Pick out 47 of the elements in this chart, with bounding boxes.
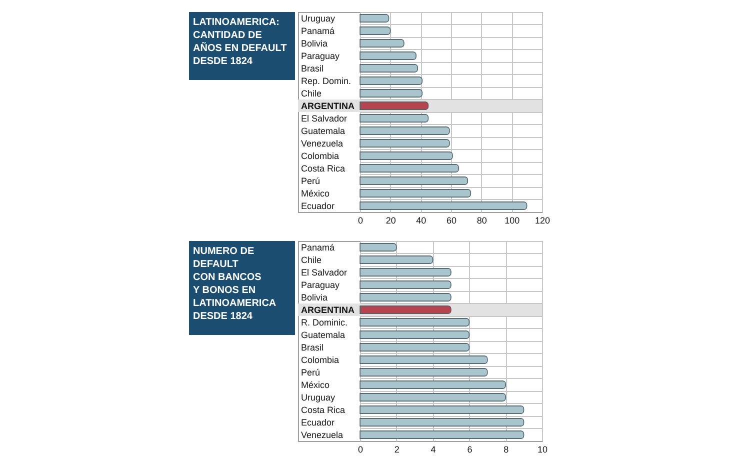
y-tick-label: ARGENTINA xyxy=(301,100,355,111)
x-tick-label: 0 xyxy=(358,216,364,226)
y-tick-label: Costa Rica xyxy=(301,404,346,415)
y-tick-label: México xyxy=(301,380,330,390)
y-tick-label: México xyxy=(301,188,330,198)
x-tick-label: 120 xyxy=(534,216,550,226)
x-tick-label: 6 xyxy=(467,444,472,454)
x-tick-label: 20 xyxy=(386,216,396,226)
y-tick-label: Costa Rica xyxy=(301,163,346,174)
y-tick-label: R. Dominic. xyxy=(301,317,348,328)
x-tick-label: 10 xyxy=(537,444,548,454)
y-tick-label: Panamá xyxy=(301,26,335,36)
x-tick-label: 40 xyxy=(416,216,426,226)
y-tick-label: Perú xyxy=(301,176,320,186)
y-tick-label: Paraguay xyxy=(301,280,340,290)
x-tick-label: 0 xyxy=(358,444,364,454)
x-tick-label: 2 xyxy=(394,444,400,454)
text: NUMERO DE DEFAULT CON BANCOS Y BONOS EN LATINOAMERICA DESDE 1824 xyxy=(193,246,276,322)
y-tick-label: Chile xyxy=(301,254,322,265)
y-tick-label: Rep. Domin. xyxy=(301,76,352,86)
x-tick-label: 60 xyxy=(446,216,457,226)
y-tick-label: Uruguay xyxy=(301,13,336,24)
x-tick-label: 4 xyxy=(430,444,436,454)
y-tick-label: Brasil xyxy=(301,63,324,74)
y-tick-label: Venezuela xyxy=(301,138,344,148)
y-tick-label: Guatemala xyxy=(301,126,346,136)
y-tick-label: El Salvador xyxy=(301,267,348,278)
y-tick-label: ARGENTINA xyxy=(301,304,355,315)
y-tick-label: Ecuador xyxy=(301,200,335,211)
y-tick-label: Paraguay xyxy=(301,50,340,61)
x-tick-label: 80 xyxy=(476,216,487,226)
text: LATINOAMERICA: CANTIDAD DE AÑOS EN DEFAULT DESDE 1824 xyxy=(193,17,287,67)
y-tick-label: Brasil xyxy=(301,342,324,352)
y-tick-label: Venezuela xyxy=(301,430,344,440)
y-tick-label: Bolivia xyxy=(301,292,328,302)
y-tick-label: Perú xyxy=(301,367,320,378)
x-tick-label: 100 xyxy=(504,216,520,226)
y-tick-label: Colombia xyxy=(301,150,340,161)
y-tick-label: Ecuador xyxy=(301,417,335,428)
y-tick-label: Panamá xyxy=(301,242,335,252)
y-tick-label: El Salvador xyxy=(301,113,348,124)
y-tick-label: Uruguay xyxy=(301,392,336,402)
y-tick-label: Guatemala xyxy=(301,330,346,340)
y-tick-label: Colombia xyxy=(301,354,340,365)
x-tick-label: 8 xyxy=(504,444,509,454)
y-tick-label: Chile xyxy=(301,88,322,98)
y-tick-label: Bolivia xyxy=(301,38,328,48)
